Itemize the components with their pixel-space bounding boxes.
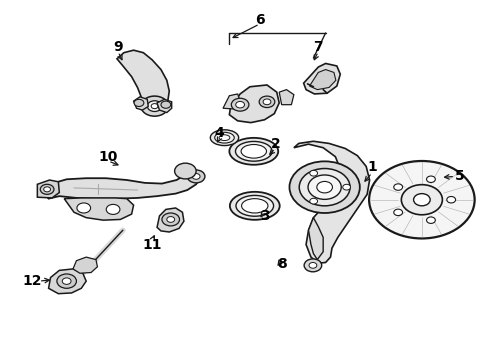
- Circle shape: [290, 161, 360, 213]
- Circle shape: [106, 204, 120, 215]
- Ellipse shape: [229, 138, 278, 165]
- Polygon shape: [157, 99, 171, 113]
- Circle shape: [161, 101, 171, 108]
- Circle shape: [343, 184, 350, 190]
- Text: 8: 8: [277, 257, 287, 271]
- Polygon shape: [73, 257, 98, 273]
- Text: 9: 9: [113, 40, 123, 54]
- Ellipse shape: [242, 199, 268, 213]
- Polygon shape: [37, 180, 59, 198]
- Polygon shape: [309, 218, 323, 260]
- Circle shape: [192, 174, 200, 179]
- Text: 1: 1: [367, 161, 377, 175]
- Circle shape: [236, 102, 245, 108]
- Circle shape: [394, 184, 403, 190]
- Polygon shape: [134, 97, 148, 110]
- Polygon shape: [304, 63, 340, 94]
- Ellipse shape: [230, 192, 280, 220]
- Text: 2: 2: [270, 137, 280, 151]
- Circle shape: [317, 181, 332, 193]
- Circle shape: [44, 187, 50, 192]
- Text: 7: 7: [314, 40, 323, 54]
- Polygon shape: [229, 85, 279, 123]
- Circle shape: [263, 99, 271, 105]
- Circle shape: [447, 197, 456, 203]
- Polygon shape: [157, 208, 184, 232]
- Ellipse shape: [236, 195, 273, 216]
- Text: 3: 3: [260, 209, 270, 223]
- Circle shape: [62, 278, 71, 284]
- Circle shape: [310, 170, 318, 176]
- Circle shape: [414, 194, 430, 206]
- Circle shape: [426, 217, 435, 224]
- Polygon shape: [44, 169, 200, 199]
- Circle shape: [167, 217, 174, 222]
- Ellipse shape: [210, 130, 239, 145]
- Ellipse shape: [241, 144, 267, 158]
- Text: 11: 11: [143, 238, 162, 252]
- Circle shape: [401, 185, 442, 215]
- Circle shape: [141, 96, 168, 116]
- Circle shape: [309, 262, 317, 268]
- Text: 5: 5: [455, 170, 465, 183]
- Polygon shape: [64, 198, 134, 220]
- Polygon shape: [279, 90, 294, 105]
- Circle shape: [134, 99, 144, 107]
- Circle shape: [57, 274, 76, 288]
- Circle shape: [426, 176, 435, 183]
- Circle shape: [308, 175, 341, 199]
- Circle shape: [310, 198, 318, 204]
- Circle shape: [259, 96, 275, 108]
- Circle shape: [147, 101, 162, 112]
- Text: 10: 10: [98, 150, 118, 164]
- Polygon shape: [294, 141, 369, 263]
- Circle shape: [231, 98, 249, 111]
- Ellipse shape: [236, 141, 272, 161]
- Polygon shape: [223, 94, 240, 109]
- Polygon shape: [117, 50, 169, 108]
- Circle shape: [299, 168, 350, 206]
- Circle shape: [187, 170, 205, 183]
- Polygon shape: [310, 69, 336, 90]
- Circle shape: [369, 161, 475, 238]
- Circle shape: [162, 213, 179, 226]
- Circle shape: [174, 163, 196, 179]
- Ellipse shape: [215, 132, 234, 143]
- Circle shape: [304, 259, 322, 272]
- Circle shape: [151, 104, 158, 109]
- Polygon shape: [49, 269, 86, 294]
- Circle shape: [40, 184, 54, 194]
- Text: 4: 4: [215, 126, 224, 140]
- Text: 12: 12: [23, 274, 42, 288]
- Circle shape: [394, 209, 403, 216]
- Circle shape: [77, 203, 91, 213]
- Ellipse shape: [219, 135, 230, 140]
- Text: 6: 6: [255, 13, 265, 27]
